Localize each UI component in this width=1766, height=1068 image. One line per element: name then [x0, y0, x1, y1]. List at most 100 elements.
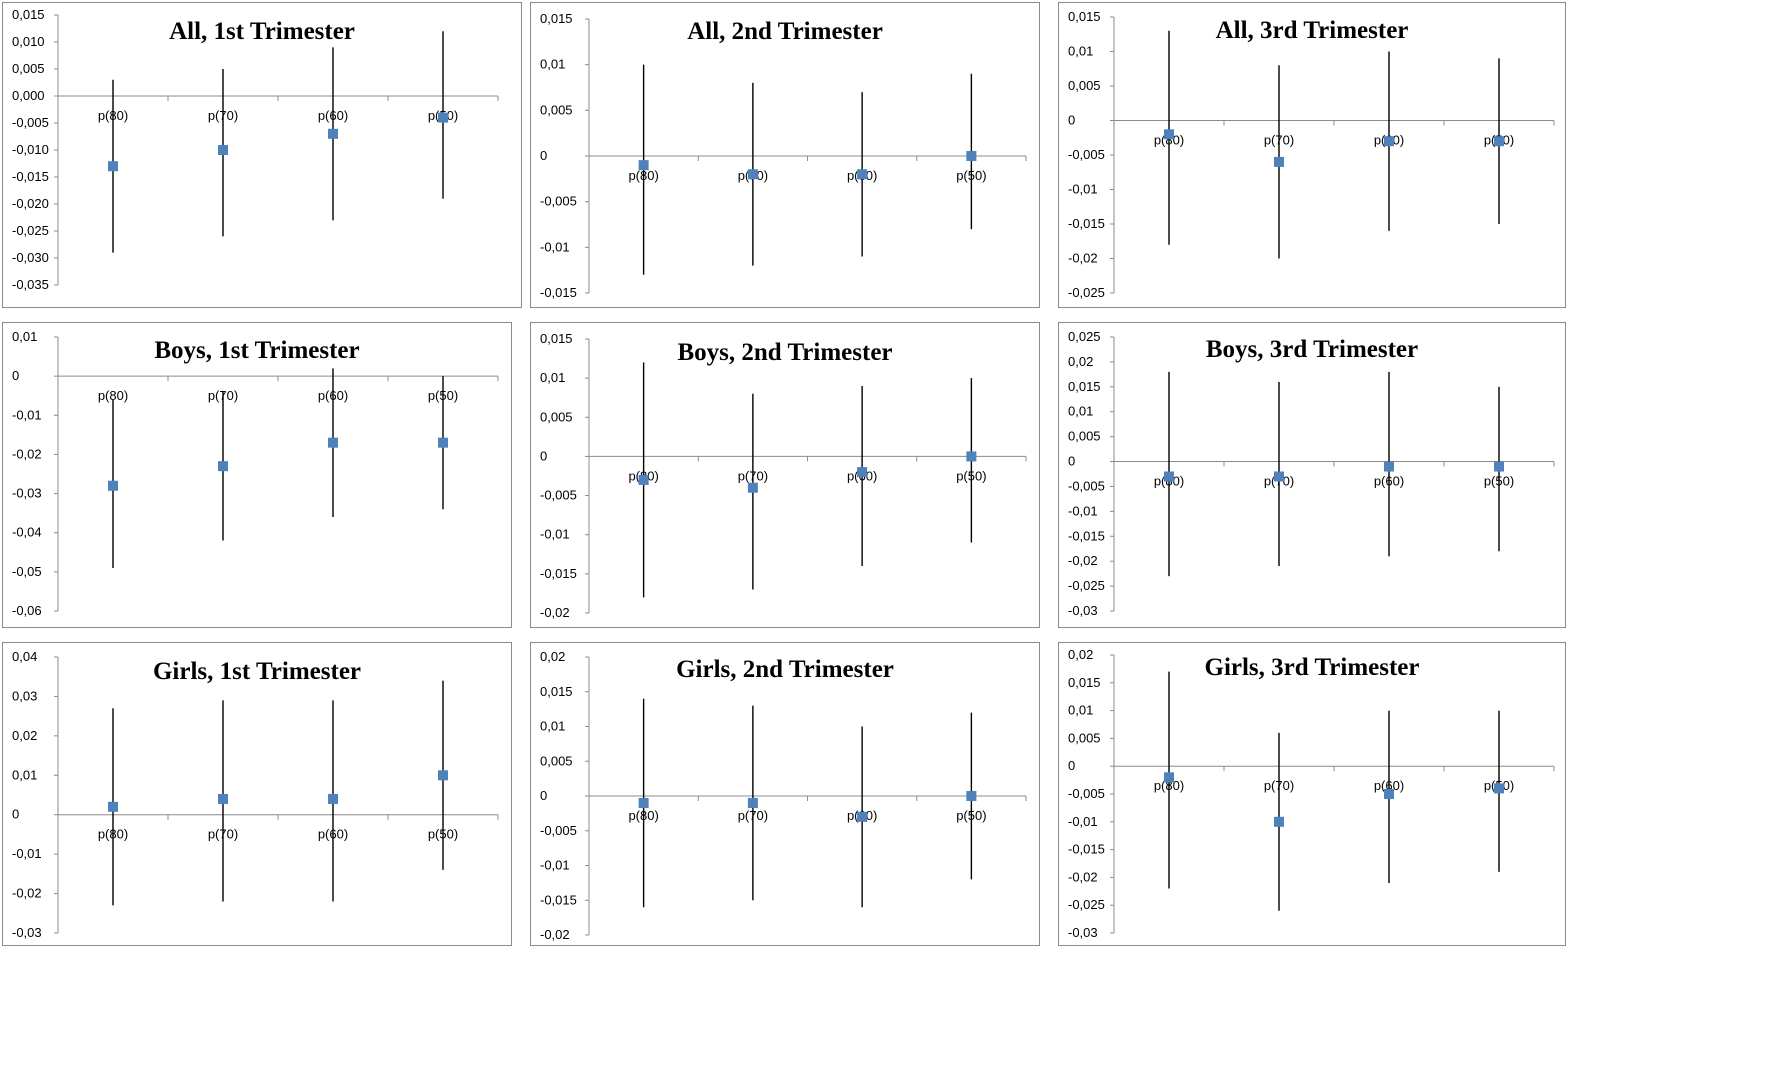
- y-tick-label: -0,005: [540, 194, 577, 209]
- y-tick-label: -0,02: [1068, 869, 1098, 884]
- y-tick-label: 0,015: [540, 11, 573, 26]
- y-tick-label: 0,015: [1068, 9, 1101, 24]
- estimate-marker: [1164, 772, 1174, 783]
- estimate-marker: [1494, 136, 1504, 147]
- y-tick-label: 0,02: [1068, 647, 1093, 662]
- y-tick-label: 0: [1068, 113, 1075, 128]
- y-tick-label: 0,005: [540, 102, 573, 117]
- y-tick-label: 0,005: [1068, 730, 1101, 745]
- chart-panel-girls-2nd-trimester: 0,02 0,015 0,01 0,005 0 -0,005 -0,01 -0,015 -0,0…: [530, 642, 1040, 946]
- x-category-label: p(60): [318, 108, 348, 123]
- x-category-label: p(80): [628, 808, 658, 823]
- estimate-marker: [857, 811, 868, 822]
- y-tick-label: 0,010: [12, 34, 45, 49]
- chart-title: All, 3rd Trimester: [1216, 17, 1409, 44]
- y-tick-label: 0,01: [1068, 44, 1093, 59]
- chart-panel-boys-2nd-trimester: 0,0150,010,0050-0,005-0,01-0,015-0,02p(8…: [530, 322, 1040, 628]
- y-tick-label: -0,005: [1068, 786, 1105, 801]
- estimate-marker: [747, 482, 758, 493]
- x-category-label: p(70): [208, 827, 238, 842]
- y-tick-label: -0,005: [540, 488, 577, 503]
- chart-panel-boys-3rd-trimester: 0,025 0,02 0,015 0,01 0,005 0 -0,005 -0,01 -0,01…: [1058, 322, 1566, 628]
- y-tick-label: 0,015: [12, 7, 45, 22]
- estimate-marker: [1274, 816, 1284, 827]
- y-tick-label: 0,015: [1068, 675, 1101, 690]
- y-tick-label: -0,015: [540, 566, 577, 581]
- y-tick-label: -0,015: [540, 285, 577, 300]
- y-tick-label: -0,025: [1068, 897, 1105, 912]
- x-category-label: p(60): [1374, 474, 1404, 489]
- y-tick-label: -0,025: [12, 223, 49, 238]
- x-category-label: p(50): [956, 808, 986, 823]
- x-category-label: p(80): [628, 168, 658, 183]
- x-category-label: p(80): [1154, 778, 1184, 793]
- x-category-label: p(50): [956, 168, 986, 183]
- x-category-label: p(70): [208, 108, 238, 123]
- y-tick-label: 0,01: [1068, 703, 1093, 718]
- y-tick-label: -0,015: [1068, 528, 1105, 543]
- y-tick-label: -0,020: [12, 196, 49, 211]
- estimate-marker: [328, 437, 338, 448]
- y-tick-label: 0,005: [1068, 78, 1101, 93]
- y-tick-label: 0,000: [12, 88, 45, 103]
- y-tick-label: -0,02: [540, 927, 570, 942]
- y-tick-label: -0,010: [12, 142, 49, 157]
- y-tick-label: 0,01: [540, 719, 565, 734]
- x-category-label: p(70): [1264, 778, 1294, 793]
- x-category-label: p(50): [428, 388, 458, 403]
- y-tick-label: 0,02: [1068, 354, 1093, 369]
- y-tick-label: -0,03: [12, 925, 42, 940]
- y-tick-label: -0,03: [1068, 603, 1098, 618]
- y-tick-label: -0,02: [12, 886, 42, 901]
- chart-title: Girls, 3rd Trimester: [1205, 654, 1420, 681]
- x-category-label: p(50): [1484, 474, 1514, 489]
- estimate-marker: [108, 801, 118, 812]
- estimate-marker: [747, 797, 758, 808]
- y-tick-label: 0,005: [540, 753, 573, 768]
- chart-svg: 0,04 0,03 0,02 0,01 0 -0,01 -0,02 -0,03 p(80) p(7…: [12, 649, 499, 940]
- y-tick-label: 0: [1068, 758, 1075, 773]
- x-category-label: p(80): [1154, 133, 1184, 148]
- estimate-marker: [328, 793, 338, 804]
- chart-panel-all-3rd-trimester: 0,015 0,01 0,005 0 -0,005 -0,01 -0,015 -0,02 -0,…: [1058, 2, 1566, 308]
- y-tick-label: -0,01: [540, 527, 570, 542]
- y-tick-label: -0,015: [540, 892, 577, 907]
- x-category-label: p(70): [208, 388, 238, 403]
- chart-title: Boys, 2nd Trimester: [677, 339, 892, 366]
- y-tick-label: 0: [12, 368, 19, 383]
- chart-panel-all-2nd-trimester: 0,0150,010,0050-0,005-0,01-0,015p(80)p(7…: [530, 2, 1040, 308]
- x-category-label: p(60): [1374, 778, 1404, 793]
- y-tick-label: -0,030: [12, 250, 49, 265]
- x-category-label: p(80): [98, 827, 128, 842]
- y-tick-label: -0,03: [12, 486, 42, 501]
- chart-svg: 0,025 0,02 0,015 0,01 0,005 0 -0,005 -0,01 -0,01…: [1068, 329, 1555, 618]
- estimate-marker: [1494, 783, 1504, 794]
- y-tick-label: 0,04: [12, 649, 37, 664]
- estimate-marker: [438, 437, 448, 448]
- y-tick-label: -0,015: [1068, 216, 1105, 231]
- y-tick-label: 0,01: [12, 767, 37, 782]
- chart-title: All, 1st Trimester: [169, 18, 355, 45]
- chart-svg: 0,0150,010,0050-0,005-0,01-0,015p(80)p(7…: [540, 11, 1027, 300]
- y-tick-label: -0,02: [12, 446, 42, 461]
- estimate-marker: [438, 770, 448, 781]
- x-category-label: p(60): [318, 388, 348, 403]
- estimate-marker: [1384, 461, 1394, 472]
- chart-svg: 0,015 0,010 0,005 0,000 -0,005 -0,010 -0,015 -0…: [12, 7, 499, 292]
- estimate-marker: [747, 169, 758, 180]
- chart-svg: 0,0150,010,0050-0,005-0,01-0,015-0,02p(8…: [540, 331, 1027, 620]
- estimate-marker: [1274, 156, 1284, 167]
- estimate-marker: [108, 480, 118, 491]
- x-category-label: p(50): [428, 827, 458, 842]
- chart-title: Girls, 2nd Trimester: [676, 656, 894, 683]
- y-tick-label: 0,025: [1068, 329, 1101, 344]
- y-tick-label: 0,005: [12, 61, 45, 76]
- y-tick-label: 0,03: [12, 688, 37, 703]
- y-tick-label: -0,015: [12, 169, 49, 184]
- estimate-marker: [857, 169, 868, 180]
- estimate-marker: [1164, 129, 1174, 140]
- estimate-marker: [438, 112, 448, 123]
- chart-title: All, 2nd Trimester: [687, 18, 883, 45]
- x-category-label: p(80): [98, 388, 128, 403]
- estimate-marker: [218, 793, 228, 804]
